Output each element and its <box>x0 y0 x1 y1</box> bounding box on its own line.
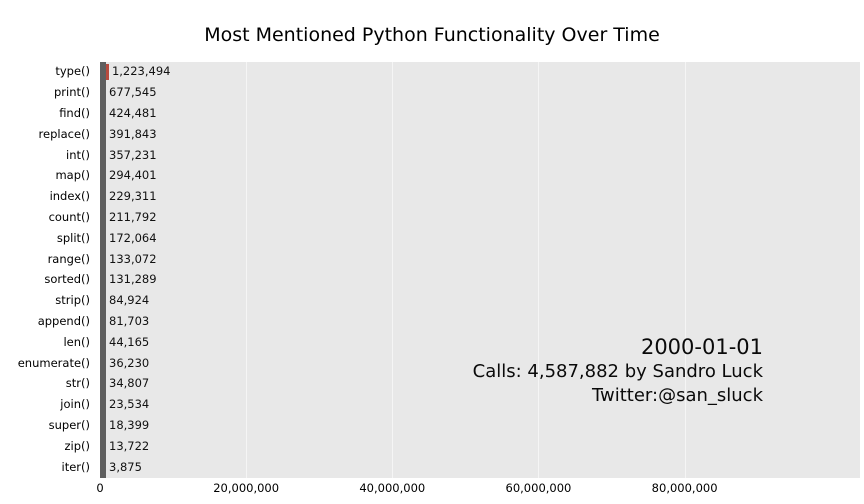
y-tick-label: iter() <box>61 459 90 474</box>
x-tick-label: 40,000,000 <box>359 481 426 495</box>
x-tick-label: 0 <box>96 481 104 495</box>
bar-value-label: 18,399 <box>109 418 150 432</box>
x-gridline <box>392 62 394 478</box>
y-tick-label: index() <box>49 189 90 204</box>
y-tick-label: str() <box>65 376 90 391</box>
x-tick-label: 20,000,000 <box>213 481 280 495</box>
bar-value-label: 211,792 <box>109 210 157 224</box>
bar-value-label: 13,722 <box>109 438 150 453</box>
annotation-calls: Calls: 4,587,882 by Sandro Luck <box>472 361 763 382</box>
bar-value-label: 677,545 <box>109 85 157 100</box>
bar-value-label: 84,924 <box>109 293 150 308</box>
y-tick-label: join() <box>60 397 90 412</box>
y-tick-label: sorted() <box>44 272 90 287</box>
y-tick-label: enumerate() <box>17 355 90 370</box>
y-tick-label: int() <box>66 147 90 162</box>
y-tick-label: replace() <box>38 126 90 141</box>
y-tick-label: zip() <box>64 438 90 453</box>
bar-value-label: 391,843 <box>109 126 157 141</box>
y-tick-label: range() <box>47 251 90 266</box>
bar-value-label: 44,165 <box>109 334 150 349</box>
x-tick-label: 60,000,000 <box>505 481 572 495</box>
y-tick-label: type() <box>55 64 90 79</box>
bar-value-label: 34,807 <box>109 376 150 391</box>
annotation-date: 2000-01-01 <box>640 335 763 359</box>
y-axis-spine <box>100 62 106 478</box>
bar-value-label: 424,481 <box>109 106 157 120</box>
y-tick-label: print() <box>54 85 90 100</box>
y-tick-label: split() <box>56 230 90 245</box>
y-axis-labels: type() print() find() replace() int() map() in… <box>0 62 96 478</box>
x-gridline <box>684 62 686 478</box>
bar-value-label: 294,401 <box>109 168 157 183</box>
bar-value-label: 229,311 <box>109 189 157 204</box>
bar-value-label: 172,064 <box>109 230 157 245</box>
plot-area: 2000-01-01 Calls: 4,587,882 by Sandro Lu… <box>100 62 860 478</box>
bar-value-label: 23,534 <box>109 397 150 412</box>
y-tick-label: find() <box>59 106 90 120</box>
y-tick-label: len() <box>63 334 90 349</box>
x-axis-labels: 0 20,000,000 40,000,000 60,000,000 80,000,00… <box>0 481 864 499</box>
y-tick-label: count() <box>48 210 90 224</box>
bar-value-label: 131,289 <box>109 272 157 287</box>
bar-value-label: 1,223,494 <box>111 64 171 79</box>
x-gridline <box>538 62 540 478</box>
bar-value-label: 36,230 <box>109 355 150 370</box>
annotation-block: 2000-01-01 Calls: 4,587,882 by Sandro Lu… <box>473 334 763 408</box>
y-tick-label: strip() <box>55 293 90 308</box>
chart-title: Most Mentioned Python Functionality Over… <box>204 24 660 46</box>
y-tick-label: map() <box>55 168 90 183</box>
annotation-twitter: Twitter:@san_sluck <box>592 385 763 406</box>
x-tick-label: 80,000,000 <box>651 481 718 495</box>
y-tick-label: super() <box>48 418 90 432</box>
bar-value-label: 133,072 <box>109 251 157 266</box>
x-gridline <box>246 62 248 478</box>
bar-value-label: 357,231 <box>109 147 157 162</box>
bar-value-label: 3,875 <box>109 459 142 474</box>
bar-value-label: 81,703 <box>109 314 150 328</box>
y-tick-label: append() <box>37 314 90 328</box>
